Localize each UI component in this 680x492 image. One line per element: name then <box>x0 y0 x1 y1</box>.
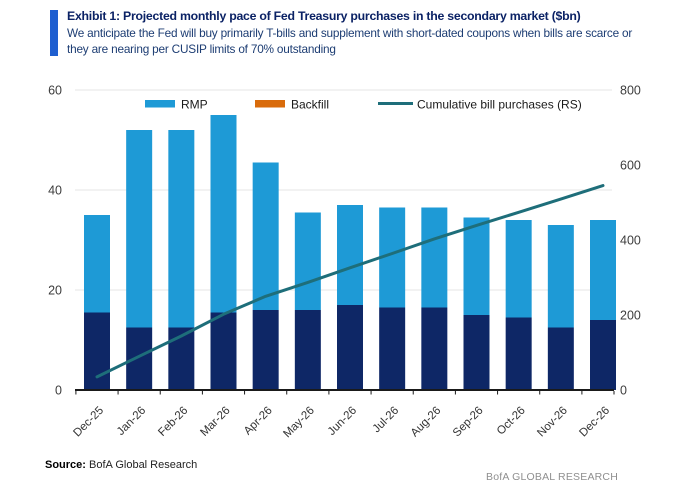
exhibit-subtitle: We anticipate the Fed will buy primarily… <box>67 26 633 56</box>
bar-rmp-segment-Oct-26 <box>505 220 532 318</box>
bar-navy-segment-Jan-26 <box>126 327 153 390</box>
x-axis-label-Dec-26: Dec-26 <box>577 405 612 440</box>
bar-navy-segment-Sep-26 <box>463 315 490 390</box>
bar-rmp-segment-Aug-26 <box>421 207 448 308</box>
x-axis-label-Mar-26: Mar-26 <box>198 405 232 439</box>
legend-label-0: RMP <box>181 98 208 112</box>
source-label: Source: <box>45 459 86 471</box>
bar-navy-segment-Aug-26 <box>421 307 448 390</box>
x-axis-label-Jul-26: Jul-26 <box>371 405 402 436</box>
right-axis-tick-label: 0 <box>620 384 627 398</box>
right-axis-tick-label: 200 <box>620 309 641 323</box>
bar-navy-segment-Mar-26 <box>210 312 237 390</box>
right-axis-tick-label: 800 <box>620 84 641 98</box>
left-axis-tick-label: 60 <box>48 84 62 98</box>
x-axis-label-Sep-26: Sep-26 <box>451 405 486 440</box>
x-axis-label-Aug-26: Aug-26 <box>409 405 444 440</box>
x-axis-label-Dec-25: Dec-25 <box>71 405 106 440</box>
legend-label-2: Cumulative bill purchases (RS) <box>417 98 582 112</box>
bar-navy-segment-Feb-26 <box>168 327 195 390</box>
legend-label-1: Backfill <box>291 98 329 112</box>
legend-swatch-backfill <box>255 100 285 108</box>
left-axis-tick-label: 20 <box>48 284 62 298</box>
x-axis-label-Oct-26: Oct-26 <box>495 405 528 438</box>
bar-navy-segment-Apr-26 <box>252 310 279 390</box>
bar-rmp-segment-Nov-26 <box>547 225 574 328</box>
bar-rmp-segment-Mar-26 <box>210 115 237 313</box>
x-axis-label-May-26: May-26 <box>281 405 317 441</box>
x-axis-label-Apr-26: Apr-26 <box>242 405 275 438</box>
right-axis-tick-label: 600 <box>620 159 641 173</box>
bar-rmp-segment-Dec-25 <box>84 215 110 313</box>
source-line: Source: BofA Global Research <box>45 459 197 471</box>
bar-rmp-segment-Apr-26 <box>252 162 279 310</box>
bar-navy-segment-Dec-26 <box>590 320 616 390</box>
right-axis-tick-label: 400 <box>620 234 641 248</box>
chart-area: 0 20 40 60 0 200 400 600 800 Dec-25 Jan-26 Feb-26 Ma… <box>0 80 680 460</box>
brand-mark: BofA GLOBAL RESEARCH <box>486 471 618 483</box>
bar-rmp-segment-May-26 <box>294 212 321 310</box>
bar-navy-segment-Oct-26 <box>505 317 532 390</box>
bar-navy-segment-May-26 <box>294 310 321 390</box>
bar-rmp-segment-Sep-26 <box>463 217 490 315</box>
left-axis-tick-label: 40 <box>48 184 62 198</box>
legend-swatch-rmp <box>145 100 175 108</box>
exhibit-title: Exhibit 1: Projected monthly pace of Fed… <box>67 9 581 23</box>
bar-navy-segment-Jul-26 <box>379 307 406 390</box>
x-axis-label-Feb-26: Feb-26 <box>156 405 190 439</box>
bar-navy-segment-Jun-26 <box>337 305 363 390</box>
bar-navy-segment-Nov-26 <box>547 327 574 390</box>
bar-rmp-segment-Jan-26 <box>126 130 153 328</box>
x-axis-label-Jun-26: Jun-26 <box>326 405 359 438</box>
bar-rmp-segment-Dec-26 <box>590 220 616 320</box>
left-axis-tick-label: 0 <box>55 384 62 398</box>
x-axis-label-Nov-26: Nov-26 <box>535 405 570 440</box>
source-text: BofA Global Research <box>89 459 198 471</box>
title-accent-bar <box>50 10 58 56</box>
x-axis-label-Jan-26: Jan-26 <box>115 405 148 438</box>
bar-rmp-segment-Feb-26 <box>168 130 195 328</box>
cumulative-line <box>95 184 605 379</box>
bar-rmp-segment-Jun-26 <box>337 205 363 305</box>
